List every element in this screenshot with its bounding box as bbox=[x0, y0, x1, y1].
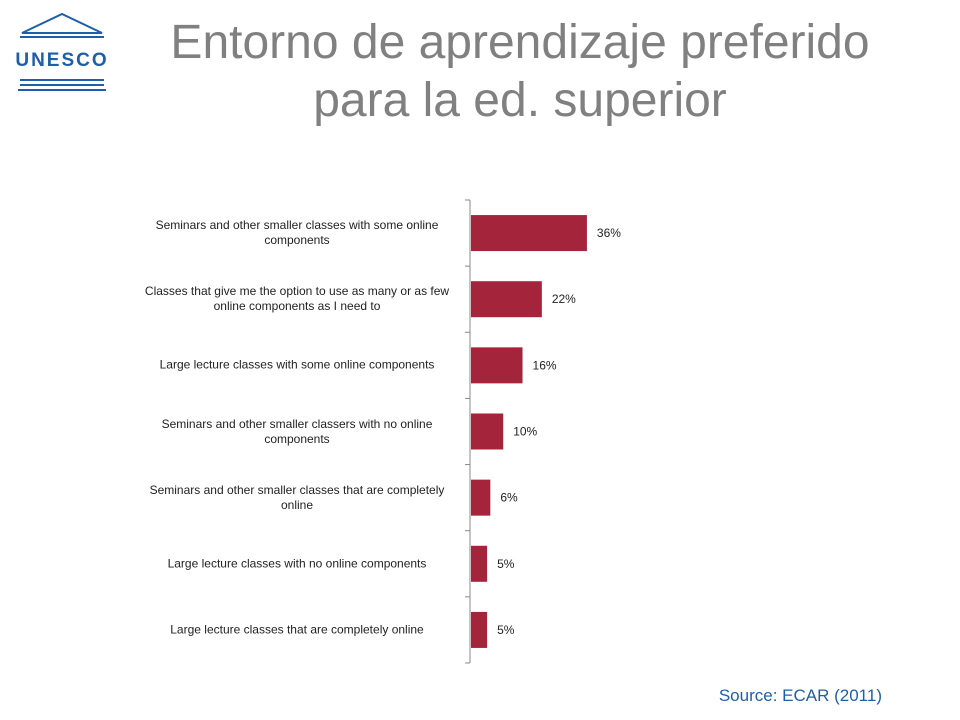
value-label: 6% bbox=[500, 491, 518, 505]
category-label: Classes that give me the option to use a… bbox=[144, 284, 450, 314]
bar bbox=[471, 281, 542, 318]
bar bbox=[471, 479, 491, 516]
category-label: Seminars and other smaller classes that … bbox=[149, 482, 445, 512]
category-label: Seminars and other smaller classes with … bbox=[155, 218, 439, 248]
bar bbox=[471, 611, 488, 648]
category-label: Large lecture classes with no online com… bbox=[167, 556, 427, 571]
bar bbox=[471, 413, 504, 450]
logo-text: UNESCO bbox=[15, 50, 108, 71]
category-label: Seminars and other smaller classers with… bbox=[161, 416, 433, 446]
source: Source: ECAR (2011) bbox=[718, 686, 882, 705]
title: Entorno de aprendizaje preferido para la… bbox=[170, 16, 870, 127]
value-label: 16% bbox=[533, 358, 557, 372]
value-label: 10% bbox=[513, 425, 537, 439]
bar bbox=[471, 215, 587, 252]
value-label: 5% bbox=[497, 557, 515, 571]
value-label: 5% bbox=[497, 623, 515, 637]
unesco-logo: UNESCO bbox=[15, 12, 108, 91]
value-label: 22% bbox=[552, 292, 576, 306]
value-label: 36% bbox=[597, 226, 621, 240]
category-label: Large lecture classes that are completel… bbox=[170, 622, 424, 637]
bar bbox=[471, 545, 488, 582]
category-label: Large lecture classes with some online c… bbox=[159, 357, 435, 372]
bar bbox=[471, 347, 523, 384]
